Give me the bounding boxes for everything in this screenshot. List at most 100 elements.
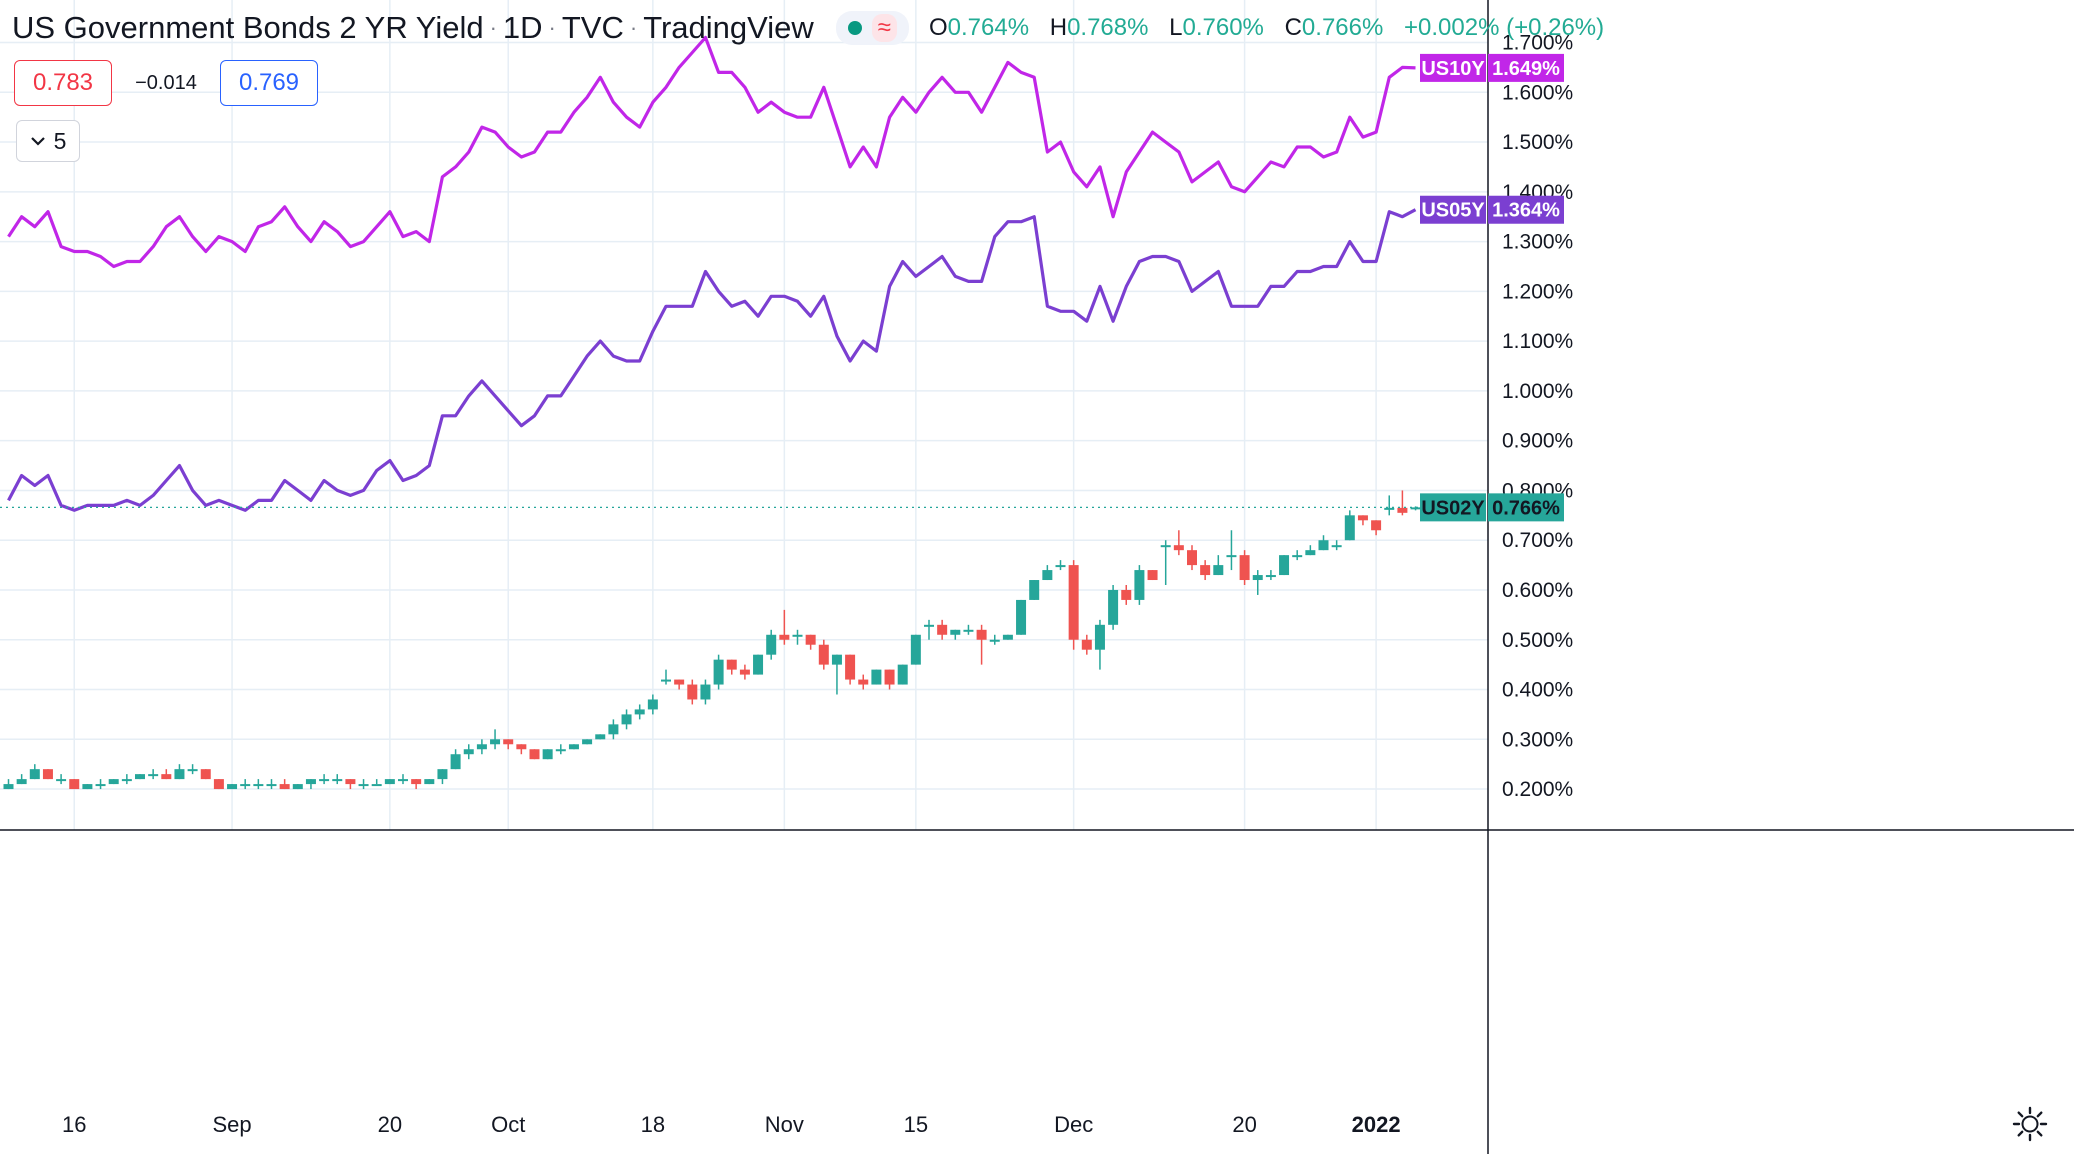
candle-body	[450, 754, 461, 770]
candle-body	[687, 684, 698, 700]
candle-body	[647, 699, 658, 710]
date-tick-label: 20	[378, 1112, 402, 1137]
candle-body	[674, 679, 685, 685]
chart-header: US Government Bonds 2 YR Yield · 1D · TV…	[12, 6, 1618, 50]
candle-body	[542, 749, 553, 760]
candle-body	[292, 784, 303, 790]
candle-body	[1068, 565, 1079, 640]
candle-body	[503, 739, 514, 745]
candle-body	[1318, 540, 1329, 551]
candle-body	[213, 779, 224, 790]
candle-body	[1331, 545, 1342, 548]
candle-body	[411, 779, 422, 785]
price-tick-label: 0.400%	[1502, 679, 1573, 702]
us05y-line	[7, 208, 1417, 512]
price-tick-label: 0.600%	[1502, 579, 1573, 602]
compare-right-value[interactable]: 0.769	[220, 60, 318, 106]
collapse-indicators-button[interactable]: 5	[16, 120, 80, 162]
price-tick-label: 1.100%	[1502, 330, 1573, 353]
change-value: +0.002% (+0.26%)	[1404, 14, 1605, 41]
price-tick-label: 1.000%	[1502, 380, 1573, 403]
candle-body	[266, 784, 277, 787]
candle-body	[1147, 570, 1158, 581]
last-value-tags: US10Y 1.649% US05Y 1.364% US02Y 0.766%	[1420, 53, 1564, 522]
candle-body	[595, 734, 606, 740]
price-axis[interactable]: 1.700%1.600%1.500%1.400%1.300%1.200%1.10…	[1502, 32, 1573, 802]
exchange-label: TVC	[561, 10, 624, 45]
candle-body	[345, 779, 356, 785]
time-axis[interactable]: 16 Sep 20 Oct 18 Nov 15 Dec 20 2022	[62, 1112, 1401, 1137]
candle-body	[1292, 555, 1303, 558]
date-tick-label: Dec	[1054, 1112, 1093, 1137]
candle-body	[910, 634, 921, 665]
candle-body	[1397, 507, 1408, 513]
symbol-title[interactable]: US Government Bonds 2 YR Yield	[12, 10, 484, 45]
candle-body	[1173, 545, 1184, 551]
candle-body	[490, 739, 501, 745]
candle-body	[1371, 520, 1382, 531]
date-tick-label: Sep	[212, 1112, 251, 1137]
candle-body	[753, 654, 764, 675]
candle-body	[371, 784, 382, 787]
price-tick-label: 0.900%	[1502, 430, 1573, 453]
market-status[interactable]: ≈	[835, 11, 909, 45]
series-name-tag	[1420, 195, 1486, 224]
interval-label[interactable]: 1D	[502, 10, 543, 45]
series-value-label: 1.649%	[1492, 58, 1560, 80]
candle-body	[845, 654, 856, 680]
candle-body	[634, 709, 645, 715]
series-value-tag	[1488, 53, 1564, 82]
candle-body	[950, 629, 961, 635]
close-label: C	[1284, 14, 1302, 41]
candle-body	[1265, 575, 1276, 578]
candle-body	[463, 749, 474, 755]
market-open-dot-icon	[847, 21, 862, 35]
candle-body	[424, 779, 435, 785]
candle-body	[516, 744, 527, 750]
candle-body	[976, 629, 987, 640]
date-tick-label: 2022	[1352, 1112, 1401, 1137]
candle-body	[529, 749, 540, 760]
candle-body	[1002, 634, 1013, 640]
candle-body	[305, 779, 316, 785]
candle-body	[818, 644, 829, 665]
candle-body	[1134, 570, 1145, 600]
candle-body	[29, 769, 40, 780]
candlesticks	[0, 490, 1488, 790]
price-tick-label: 1.200%	[1502, 280, 1573, 303]
compare-left-value[interactable]: 0.783	[14, 60, 112, 106]
separator: ·	[489, 15, 497, 40]
us10y-line	[7, 35, 1416, 269]
series-name-tag	[1420, 53, 1486, 82]
series-name-tag	[1420, 493, 1486, 522]
candle-body	[69, 779, 80, 790]
series-name-label: US05Y	[1421, 200, 1485, 222]
candle-body	[1305, 550, 1316, 556]
candle-body	[56, 779, 67, 782]
candle-body	[1279, 555, 1290, 576]
candle-body	[279, 784, 290, 790]
compare-spread: −0.014	[135, 71, 197, 94]
candle-body	[555, 749, 566, 752]
candle-body	[1055, 565, 1066, 568]
candle-body	[621, 714, 632, 725]
date-tick-label: 20	[1232, 1112, 1256, 1137]
price-tick-label: 0.700%	[1502, 529, 1573, 552]
series-value-label: 1.364%	[1492, 200, 1560, 222]
candle-body	[608, 724, 619, 735]
separator: ·	[548, 15, 556, 40]
settings-gear-icon[interactable]	[2010, 1104, 2050, 1144]
candle-body	[1213, 565, 1224, 576]
series-value-label: 0.766%	[1492, 497, 1560, 519]
candle-body	[437, 769, 448, 780]
candle-body	[82, 784, 93, 790]
candle-body	[135, 774, 145, 780]
candle-body	[95, 784, 106, 787]
candle-body	[792, 634, 803, 637]
date-tick-label: 15	[904, 1112, 928, 1137]
compare-row: 0.783 −0.014 0.769	[14, 60, 318, 106]
high-value: 0.768%	[1067, 14, 1149, 41]
candle-body	[121, 779, 132, 782]
